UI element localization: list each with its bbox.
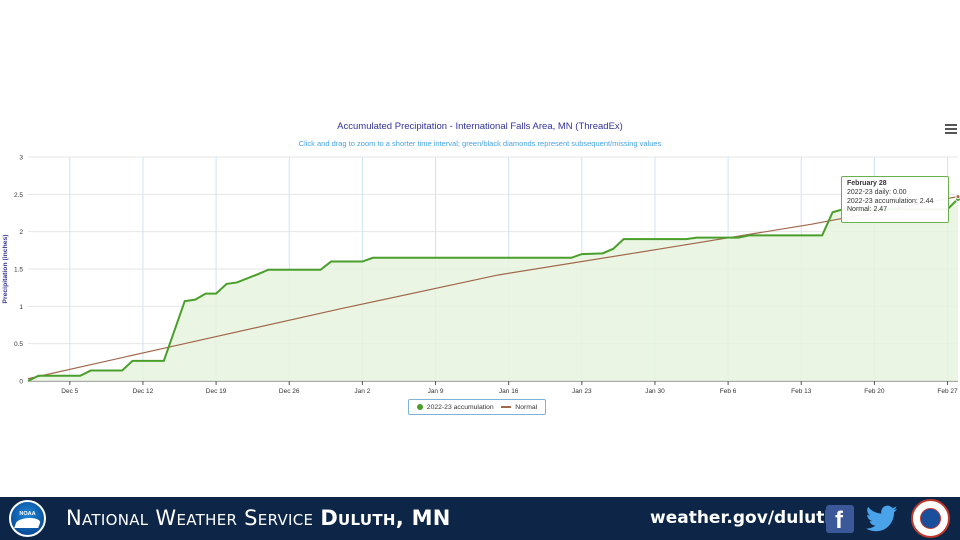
y-tick-label: 0 [19,379,23,386]
y-tick-label: 1 [19,304,23,311]
chart-tooltip: February 28 2022-23 daily: 0.00 2022-23 … [841,176,949,223]
noaa-bird-icon [14,518,42,528]
y-tick-label: 2 [19,229,23,236]
x-tick-label: Jan 23 [572,388,592,395]
y-tick-label: 2.5 [14,192,23,199]
tooltip-accumulation: 2022-23 accumulation: 2.44 [847,197,934,205]
x-tick-label: Jan 2 [354,388,370,395]
chart-legend: 2022-23 accumulation Normal [408,399,546,415]
legend-line-icon [501,406,512,408]
y-tick-label: 0.5 [14,341,23,348]
legend-item-normal[interactable]: Normal [501,404,537,411]
organization-name: National Weather Service Duluth, MN [66,506,451,530]
x-tick-label: Dec 5 [61,388,78,395]
normal-series-line [27,195,959,380]
chart-plot[interactable]: 0 0.5 1 1.5 2 2.5 3 Dec 5 Dec 12 Dec 19 Dec 26 Jan … [0,0,960,400]
legend-label-normal: Normal [515,403,538,411]
normal-hover-marker [955,194,960,200]
noaa-logo-text: NOAA [19,511,36,517]
accumulation-area [28,198,958,381]
y-axis-title: Precipitation (inches) [2,234,9,303]
twitter-icon[interactable] [866,504,898,534]
x-tick-label: Feb 20 [864,388,885,395]
website-link[interactable]: weather.gov/duluth [650,508,837,528]
x-tick-label: Dec 26 [279,388,300,395]
chart-title: Accumulated Precipitation - Internationa… [337,121,623,132]
legend-dot-icon [416,404,423,410]
legend-label-accumulation: 2022-23 accumulation [426,403,494,411]
x-tick-label: Feb 6 [720,388,737,395]
footer-banner: NOAA National Weather Service Duluth, MN… [0,497,960,540]
chart-menu-icon[interactable] [945,124,957,136]
noaa-logo: NOAA [9,500,46,537]
tooltip-daily: 2022-23 daily: 0.00 [847,188,907,196]
facebook-icon[interactable]: f [826,505,854,534]
tooltip-normal: Normal: 2.47 [847,206,888,214]
x-tick-label: Dec 19 [206,388,227,395]
x-tick-label: Jan 30 [645,388,665,395]
x-tick-label: Dec 12 [133,388,154,395]
x-tick-label: Feb 27 [937,388,958,395]
legend-item-accumulation[interactable]: 2022-23 accumulation [416,403,494,411]
nws-logo [911,499,950,538]
x-tick-label: Jan 16 [499,388,519,395]
y-tick-label: 3 [19,155,23,162]
tooltip-date: February 28 [847,180,887,187]
chart-subtitle: Click and drag to zoom to a shorter time… [298,139,662,148]
y-tick-label: 1.5 [14,267,23,274]
x-tick-label: Feb 13 [791,388,812,395]
x-tick-label: Jan 9 [428,388,444,395]
